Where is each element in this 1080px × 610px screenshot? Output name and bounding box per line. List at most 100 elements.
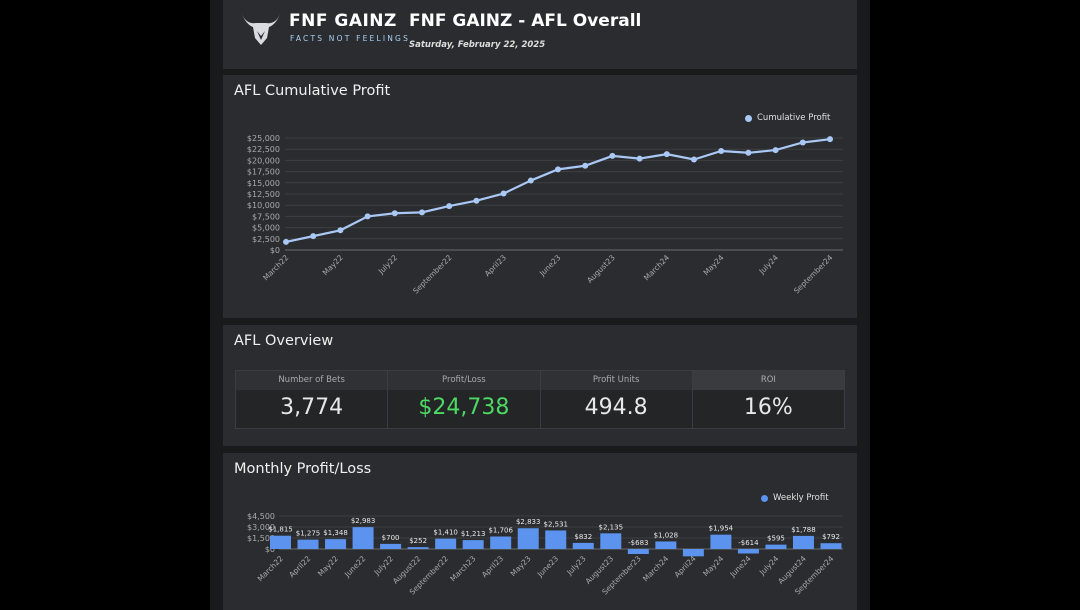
bar-value-label: $1,954 xyxy=(709,525,734,533)
bar-value-label: $1,275 xyxy=(296,530,321,538)
bull-logo-icon xyxy=(242,14,280,45)
y-tick-label: $15,000 xyxy=(247,179,280,188)
x-tick-label: March22 xyxy=(256,554,285,583)
bar-value-label: $252 xyxy=(409,537,427,545)
bar-value-label: $1,706 xyxy=(488,526,513,534)
x-tick-label: June23 xyxy=(535,554,561,580)
cumulative-legend[interactable]: Cumulative Profit xyxy=(745,113,830,123)
y-tick-label: $17,500 xyxy=(247,168,280,177)
brand-tagline: FACTS NOT FEELINGS xyxy=(290,34,411,43)
x-tick-label: March23 xyxy=(448,554,477,583)
bar-value-label: $1,788 xyxy=(791,526,816,534)
monthly-profit-chart: $0 $1,500 $3,000 $4,500 $1,815 March22 $1,275 A… xyxy=(247,512,843,596)
cumulative-profit-card: AFL Cumulative Profit Cumulative Profit … xyxy=(223,75,857,318)
x-tick-label: May24 xyxy=(701,554,725,578)
monthly-legend[interactable]: Weekly Profit xyxy=(761,493,829,503)
bar-value-label: -$683 xyxy=(628,539,648,547)
data-point xyxy=(609,152,616,159)
bar-value-label: $2,983 xyxy=(351,517,376,525)
y-tick-label: $0 xyxy=(265,545,275,554)
stat-label: Number of Bets xyxy=(236,371,388,390)
bar xyxy=(710,534,732,549)
stat-label: ROI xyxy=(692,371,844,390)
bar xyxy=(435,538,457,549)
bar xyxy=(462,540,484,549)
bar-value-label: $1,028 xyxy=(654,531,679,539)
bar-value-label: $2,531 xyxy=(544,520,569,528)
y-tick-label: $7,500 xyxy=(252,212,280,221)
bar-value-label: $792 xyxy=(822,533,840,541)
data-point xyxy=(636,155,643,162)
bar xyxy=(545,530,567,549)
x-tick-label: July22 xyxy=(372,554,396,578)
bar xyxy=(765,544,787,549)
bar-value-label: -$614 xyxy=(738,539,759,547)
bar-value-label: $1,410 xyxy=(433,529,458,537)
x-tick-label: April23 xyxy=(480,554,505,579)
x-tick-label: June23 xyxy=(537,253,563,279)
bar xyxy=(655,541,677,549)
bar-value-label: $595 xyxy=(767,535,785,543)
bar xyxy=(407,547,429,549)
overview-card: AFL Overview Number of Bets 3,774 Profit… xyxy=(223,325,857,446)
stat-number-of-bets: Number of Bets 3,774 xyxy=(236,371,389,428)
x-tick-label: April23 xyxy=(483,253,508,278)
legend-swatch xyxy=(745,114,752,122)
header-card: FNF GAINZ FACTS NOT FEELINGS FNF GAINZ -… xyxy=(223,0,857,69)
bar xyxy=(380,543,402,549)
monthly-profit-title: Monthly Profit/Loss xyxy=(234,461,372,477)
stat-profit-loss: Profit/Loss $24,738 xyxy=(388,371,541,428)
y-tick-label: $25,000 xyxy=(247,134,280,143)
bar-value-label: $2,135 xyxy=(599,523,624,531)
bar xyxy=(517,528,539,549)
y-tick-label: $10,000 xyxy=(247,201,280,210)
bar xyxy=(600,533,622,549)
report-date: Saturday, February 22, 2025 xyxy=(409,40,546,50)
data-point xyxy=(527,177,534,184)
bar xyxy=(820,543,842,549)
x-tick-label: May22 xyxy=(321,253,345,277)
y-tick-label: $22,500 xyxy=(247,145,280,154)
data-point xyxy=(391,210,398,217)
data-point xyxy=(582,162,589,169)
x-tick-label: July24 xyxy=(757,253,781,277)
cumulative-profit-title: AFL Cumulative Profit xyxy=(234,83,391,99)
data-point xyxy=(500,190,507,197)
bar xyxy=(490,536,512,549)
overview-title: AFL Overview xyxy=(234,333,334,349)
y-tick-label: $20,000 xyxy=(247,156,280,165)
y-tick-label: $4,500 xyxy=(247,512,275,521)
bar xyxy=(352,527,374,549)
x-tick-label: July23 xyxy=(564,554,588,578)
y-tick-label: $0 xyxy=(270,246,280,255)
x-tick-label: March22 xyxy=(261,253,290,282)
y-tick-label: $3,000 xyxy=(247,523,275,532)
legend-swatch xyxy=(761,494,768,502)
dashboard-page: FNF GAINZ FACTS NOT FEELINGS FNF GAINZ -… xyxy=(210,0,870,610)
monthly-profit-card: Monthly Profit/Loss Weekly Profit $0 $1,5… xyxy=(223,453,857,610)
stat-roi: ROI 16% xyxy=(692,371,844,428)
stat-value: $24,738 xyxy=(418,395,510,420)
y-tick-label: $12,500 xyxy=(247,190,280,199)
stat-label: Profit/Loss xyxy=(388,371,540,390)
legend-label: Weekly Profit xyxy=(773,493,829,503)
x-tick-label: May22 xyxy=(316,554,340,578)
x-tick-label: April22 xyxy=(287,554,312,579)
data-point xyxy=(691,156,697,163)
x-tick-label: March24 xyxy=(641,554,670,583)
x-tick-label: July24 xyxy=(757,554,781,578)
bar-value-label: $1,213 xyxy=(461,530,486,538)
bar-value-label: $1,348 xyxy=(323,529,348,537)
legend-label: Cumulative Profit xyxy=(757,113,831,123)
stat-value: 3,774 xyxy=(280,395,344,420)
overview-table: Number of Bets 3,774 Profit/Loss $24,738… xyxy=(235,370,845,429)
data-point xyxy=(419,209,425,216)
x-tick-label: September24 xyxy=(792,253,835,296)
x-tick-label: May23 xyxy=(509,554,533,578)
data-point xyxy=(663,151,670,158)
bar-value-label: $1,815 xyxy=(268,526,293,534)
stat-profit-units: Profit Units 494.8 xyxy=(540,371,693,428)
x-tick-label: August23 xyxy=(585,253,617,285)
data-point xyxy=(827,136,833,143)
data-point xyxy=(473,197,480,204)
